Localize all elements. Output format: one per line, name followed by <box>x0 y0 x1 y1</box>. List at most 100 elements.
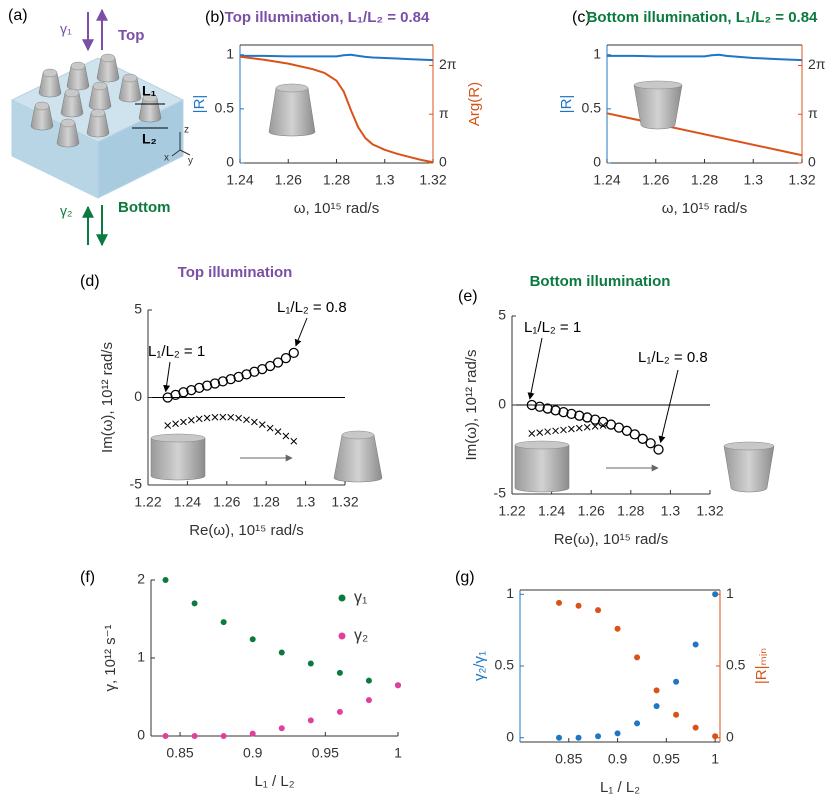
y-axis-label: γ, 10¹² s⁻¹ <box>102 624 119 691</box>
chart-title: Top illumination, L₁/L₂ = 0.84 <box>225 9 430 26</box>
annotation: L₁/L₂ = 0.8 <box>277 299 347 316</box>
inset-shape <box>150 437 206 481</box>
panel-label: (c) <box>572 9 591 26</box>
point <box>243 416 250 424</box>
point <box>575 734 582 741</box>
inset-shape <box>275 83 309 93</box>
y-tick-label: 0.5 <box>495 657 515 673</box>
annotation-arrow <box>294 317 308 347</box>
inset-shape <box>70 61 86 71</box>
y-tick-label: 0 <box>226 154 234 170</box>
y-tick-label: 0 <box>506 728 514 744</box>
x-axis-label: Re(ω), 10¹⁵ rad/s <box>554 531 669 548</box>
x-tick-label: 1.26 <box>642 172 669 188</box>
point <box>219 413 227 421</box>
inset-shape <box>514 444 570 493</box>
point <box>211 413 219 421</box>
x-tick-label: 1.28 <box>253 494 280 510</box>
y-axis-label: Im(ω), 10¹² rad/s <box>99 342 116 453</box>
y2-tick-label: 0.5 <box>726 657 746 673</box>
point <box>172 420 179 428</box>
x-tick-label: 0.9 <box>243 745 263 761</box>
inset-shape <box>60 118 76 128</box>
point <box>692 724 699 731</box>
point <box>556 734 563 741</box>
inset-shape <box>60 92 84 118</box>
y2-axis-label: Arg(R) <box>466 82 483 126</box>
legend-marker <box>338 594 346 602</box>
y-tick-label: 5 <box>498 307 506 323</box>
y2-tick-label: 0 <box>726 728 734 744</box>
annotation: L₁/L₂ = 0.8 <box>638 349 708 366</box>
legend-label: γ₂ <box>354 627 368 644</box>
y2-tick-label: π <box>808 105 818 121</box>
x-tick-label: 1 <box>394 745 402 761</box>
chart-title: Bottom illumination <box>530 273 671 290</box>
x-tick-label: 1.3 <box>661 503 681 519</box>
point <box>634 654 641 661</box>
point <box>712 591 719 598</box>
x-tick-label: 1.32 <box>331 494 358 510</box>
point <box>542 403 553 414</box>
point <box>558 406 569 418</box>
point <box>395 682 401 689</box>
l2-label: L₂ <box>142 131 157 147</box>
point <box>712 733 719 740</box>
annotation: L₁/L₂ = 1 <box>148 343 205 360</box>
x-tick-label: 1.26 <box>275 172 302 188</box>
axis-label: x <box>164 153 169 164</box>
panel-a: (a) γ₁ Top L₁ L₂ z x y γ₂ Bottom <box>8 7 193 247</box>
point <box>201 380 213 391</box>
inset-shape <box>56 122 80 148</box>
x-axis-label: L₁ / L₂ <box>254 773 294 790</box>
point <box>187 416 195 424</box>
point <box>536 429 544 436</box>
y-tick-label: 5 <box>134 301 142 317</box>
point <box>307 660 314 667</box>
point <box>249 636 256 643</box>
x-tick-label: 1.24 <box>538 503 565 519</box>
panel-label: (a) <box>8 7 28 24</box>
point <box>614 730 621 737</box>
y2-tick-label: 0 <box>808 154 816 170</box>
chart-title: Bottom illumination, L₁/L₂ = 0.84 <box>587 9 818 26</box>
point <box>336 708 343 715</box>
x-tick-label: 1.24 <box>593 172 620 188</box>
y2-tick-label: 2π <box>808 56 826 72</box>
annotation-arrow <box>527 337 543 400</box>
inset-shape <box>100 53 116 63</box>
top-label: Top <box>118 27 144 44</box>
inset-shape <box>333 434 383 483</box>
inset-shape <box>142 93 158 103</box>
y2-axis-label: |R|ₘᵢₙ <box>753 648 770 684</box>
point <box>258 421 266 428</box>
x-tick-label: 0.95 <box>653 751 680 767</box>
axis-label: z <box>184 125 189 136</box>
y-axis-label: |R| <box>558 95 575 114</box>
point <box>162 733 169 739</box>
x-tick-label: 1.28 <box>691 172 718 188</box>
y-tick-label: 1 <box>506 585 514 601</box>
point <box>552 427 559 435</box>
x-tick-label: 1.22 <box>498 503 525 519</box>
x-tick-label: 1.26 <box>578 503 605 519</box>
point <box>266 424 274 432</box>
inset-shape <box>66 65 90 91</box>
x-tick-label: 1.3 <box>375 172 395 188</box>
point <box>568 425 575 433</box>
inset-shape <box>723 445 775 493</box>
point <box>629 429 640 440</box>
panel-label: (e) <box>458 288 478 305</box>
x-tick-label: 1.24 <box>226 172 253 188</box>
point <box>653 444 664 455</box>
point <box>528 430 536 437</box>
annotation-arrow <box>658 369 679 444</box>
line-series <box>240 53 434 62</box>
point <box>637 433 648 444</box>
point <box>634 720 641 727</box>
point <box>209 378 221 389</box>
inset-shape <box>150 433 206 443</box>
y-tick-label: 0 <box>498 396 506 412</box>
panel-label: (d) <box>80 273 100 290</box>
y-tick-label: 0.5 <box>215 100 235 116</box>
